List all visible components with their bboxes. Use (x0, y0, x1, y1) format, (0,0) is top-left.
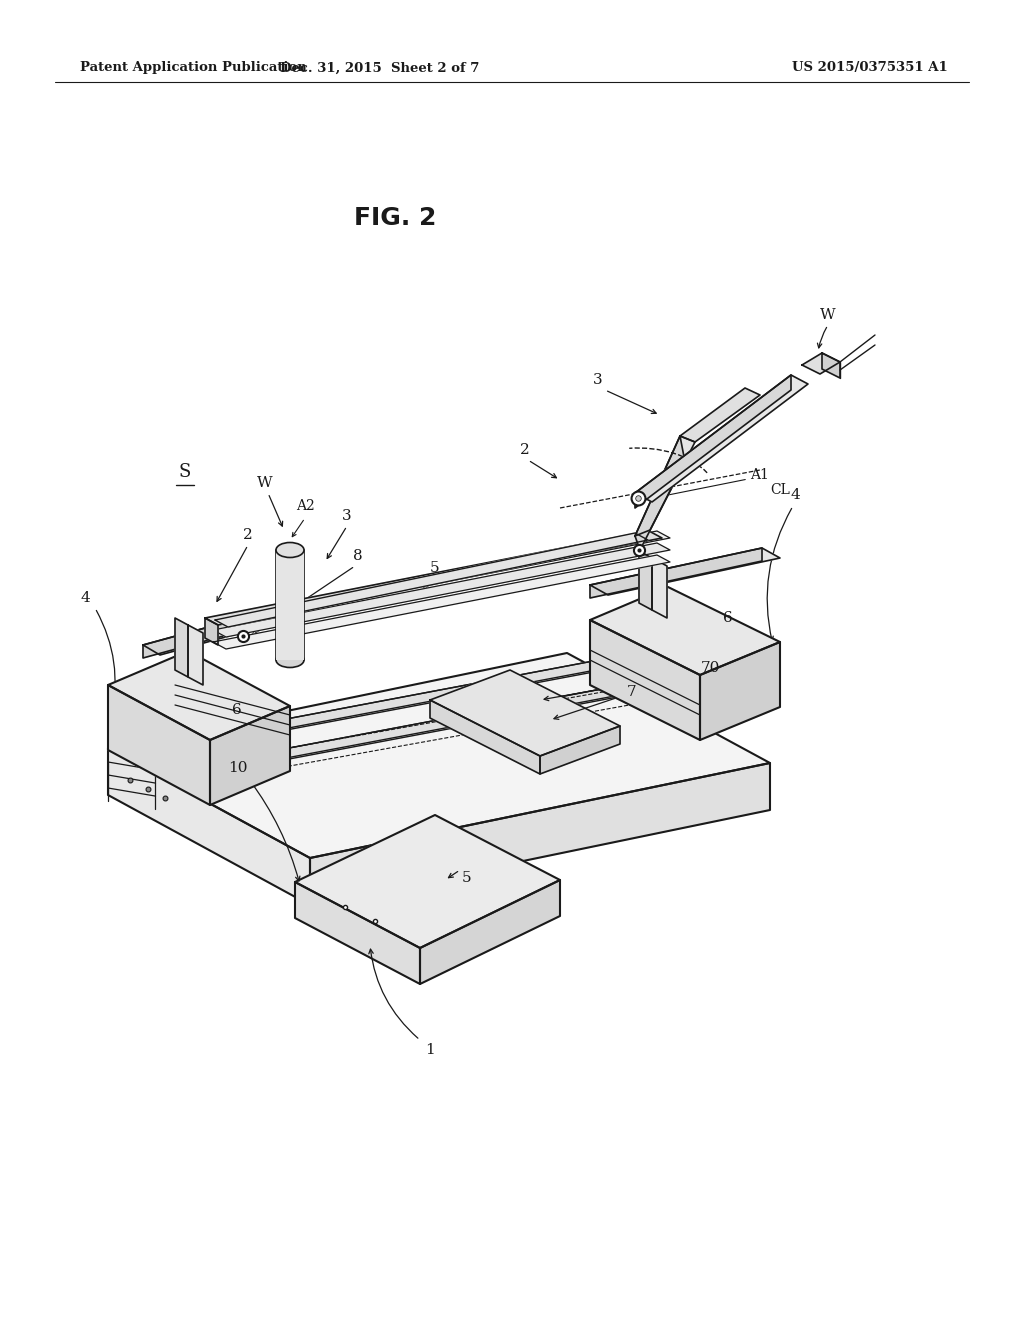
Polygon shape (108, 651, 290, 741)
Text: S: S (179, 463, 191, 480)
Text: W: W (820, 308, 836, 322)
Text: W: W (257, 477, 272, 490)
Polygon shape (635, 436, 695, 536)
Text: 2: 2 (520, 444, 529, 457)
Polygon shape (680, 388, 760, 442)
Polygon shape (310, 763, 770, 906)
Polygon shape (205, 618, 218, 645)
Polygon shape (108, 685, 210, 805)
Text: 3: 3 (342, 510, 352, 523)
Text: FIG. 2: FIG. 2 (354, 206, 436, 230)
Polygon shape (590, 587, 780, 675)
Polygon shape (635, 375, 808, 502)
Polygon shape (108, 748, 310, 906)
Text: 4: 4 (80, 591, 90, 605)
Polygon shape (295, 814, 560, 948)
Polygon shape (802, 352, 840, 374)
Text: 6: 6 (232, 704, 242, 717)
Polygon shape (652, 558, 667, 618)
Ellipse shape (276, 543, 304, 557)
Text: 7: 7 (627, 685, 637, 700)
Text: CL: CL (770, 483, 790, 498)
Polygon shape (205, 531, 662, 624)
Polygon shape (590, 548, 780, 595)
Polygon shape (210, 706, 290, 805)
Polygon shape (175, 649, 670, 747)
Polygon shape (213, 531, 670, 624)
Text: A2: A2 (296, 499, 314, 513)
Polygon shape (215, 671, 710, 770)
Polygon shape (143, 609, 278, 657)
Text: 5: 5 (462, 871, 472, 884)
Text: 1: 1 (425, 1043, 435, 1057)
Polygon shape (590, 620, 700, 741)
Text: 5: 5 (430, 561, 440, 576)
Text: Dec. 31, 2015  Sheet 2 of 7: Dec. 31, 2015 Sheet 2 of 7 (281, 62, 479, 74)
Polygon shape (175, 649, 657, 751)
Text: 4: 4 (791, 488, 800, 502)
Polygon shape (215, 533, 648, 627)
Text: 10: 10 (228, 762, 248, 775)
Polygon shape (430, 700, 540, 774)
Polygon shape (700, 642, 780, 741)
Text: US 2015/0375351 A1: US 2015/0375351 A1 (793, 62, 948, 74)
Polygon shape (108, 653, 770, 858)
Polygon shape (635, 436, 685, 550)
Polygon shape (143, 609, 295, 655)
Polygon shape (635, 375, 791, 508)
Polygon shape (540, 726, 620, 774)
Text: Patent Application Publication: Patent Application Publication (80, 62, 307, 74)
Polygon shape (822, 352, 840, 378)
Text: 70: 70 (700, 661, 720, 675)
Polygon shape (213, 554, 670, 649)
Polygon shape (639, 550, 652, 610)
Polygon shape (215, 671, 697, 774)
Text: A1: A1 (751, 469, 769, 482)
Text: 2: 2 (243, 528, 253, 543)
Polygon shape (295, 882, 420, 983)
Text: 8: 8 (353, 549, 362, 564)
Polygon shape (430, 671, 620, 756)
Ellipse shape (276, 652, 304, 668)
Polygon shape (175, 618, 188, 677)
Polygon shape (213, 543, 670, 638)
Text: 3: 3 (593, 374, 603, 387)
Polygon shape (590, 548, 762, 598)
Polygon shape (420, 880, 560, 983)
Text: 6: 6 (723, 611, 733, 624)
Polygon shape (188, 624, 203, 685)
Polygon shape (276, 550, 304, 660)
